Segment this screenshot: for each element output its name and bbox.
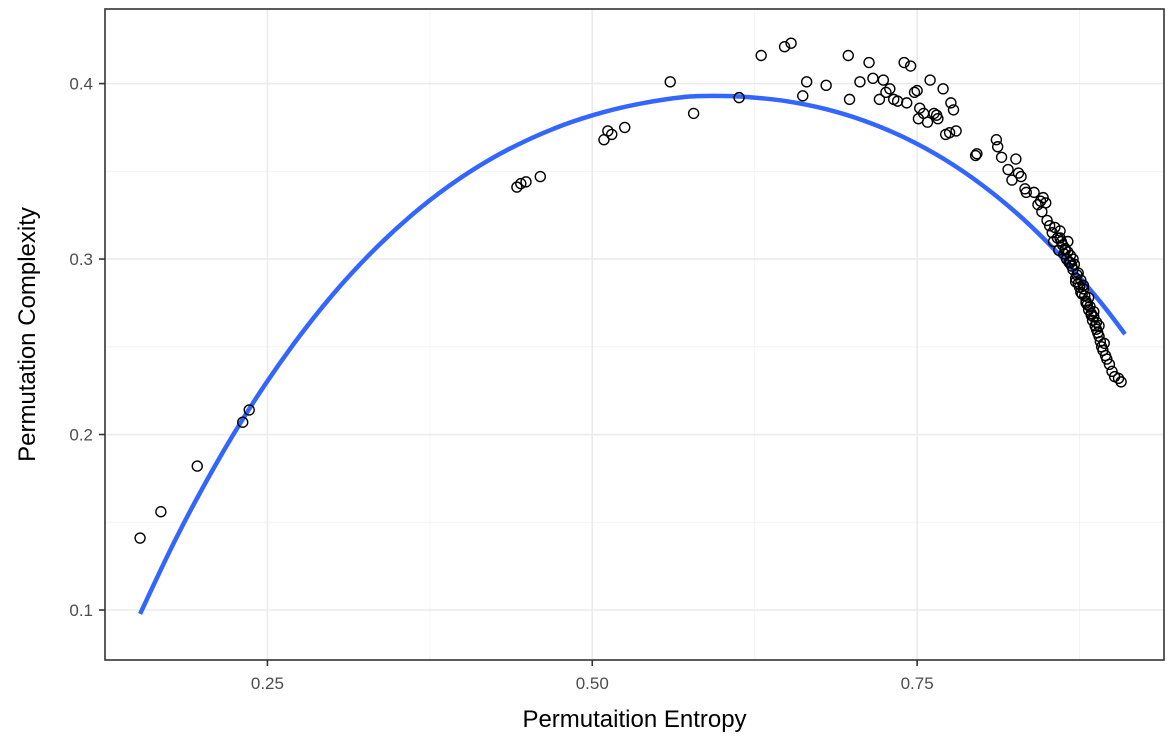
data-point (990, 134, 1003, 146)
data-point (1010, 153, 1022, 165)
data-point (1040, 197, 1052, 209)
y-axis: 0.1 0.2 0.3 0.4 (69, 75, 105, 620)
data-point (995, 151, 1008, 163)
data-point (1098, 337, 1110, 349)
y-tick-label: 0.2 (69, 426, 93, 445)
data-point (884, 83, 896, 95)
data-point (898, 56, 910, 69)
data-point (820, 79, 832, 92)
data-point (1103, 358, 1116, 371)
data-point (932, 112, 944, 125)
data-point (904, 60, 917, 72)
data-point (1101, 353, 1113, 365)
data-point (921, 116, 934, 128)
data-point (1106, 365, 1118, 378)
data-point (1002, 163, 1014, 176)
data-point (1080, 297, 1092, 309)
data-point (191, 460, 203, 472)
data-point (1054, 232, 1066, 244)
data-point (664, 76, 676, 88)
data-point (1064, 256, 1077, 269)
data-point (908, 86, 921, 99)
data-point (1090, 316, 1103, 328)
data-point (800, 76, 813, 88)
data-point (924, 74, 936, 86)
fit-curve-layer (138, 93, 1127, 615)
data-point (1015, 170, 1027, 183)
data-point (969, 149, 982, 162)
data-point (991, 141, 1004, 153)
data-point (534, 170, 546, 183)
data-point (877, 74, 890, 86)
data-point (1112, 372, 1125, 385)
panel-border (104, 8, 1165, 661)
data-point (1088, 305, 1100, 318)
data-point (237, 416, 249, 428)
data-point (1020, 186, 1032, 199)
fit-curve (138, 93, 1127, 615)
data-point (1041, 214, 1053, 227)
data-point (619, 121, 631, 134)
x-axis: 0.25 0.50 0.75 (251, 660, 934, 693)
data-point (520, 176, 532, 188)
data-point (515, 177, 527, 190)
data-point (945, 97, 957, 109)
data-point (797, 90, 809, 102)
data-point (1093, 320, 1105, 332)
x-axis-title: Permutaition Entropy (522, 706, 746, 733)
x-tick-label: 0.75 (901, 674, 934, 693)
data-point (943, 127, 956, 139)
data-point (1043, 220, 1056, 232)
data-point (1088, 311, 1100, 323)
data-point (155, 506, 167, 518)
data-point (911, 84, 923, 97)
data-point (511, 181, 523, 193)
data-point (1075, 286, 1087, 299)
panel-background (105, 9, 1164, 660)
data-point (243, 404, 255, 416)
data-point (687, 107, 700, 120)
data-point (863, 56, 875, 69)
data-point (755, 49, 767, 62)
data-point (1028, 186, 1040, 199)
data-point (947, 104, 960, 116)
data-point (854, 76, 866, 88)
data-point (606, 128, 618, 141)
data-point (1082, 291, 1095, 304)
data-point (842, 49, 854, 62)
data-point (971, 148, 983, 160)
data-point (785, 37, 797, 49)
data-point (1012, 167, 1025, 179)
data-point (1067, 253, 1079, 265)
minor-gridlines (105, 9, 1164, 660)
data-point (733, 91, 745, 104)
y-tick-label: 0.1 (69, 601, 93, 620)
data-point (134, 532, 146, 544)
data-point (1059, 244, 1071, 256)
y-tick-label: 0.4 (69, 75, 93, 94)
data-points (134, 37, 1127, 544)
data-point (901, 97, 913, 109)
data-point (843, 93, 856, 106)
data-point (1077, 283, 1090, 295)
data-point (778, 41, 791, 53)
x-tick-label: 0.50 (576, 674, 609, 693)
data-point (1037, 191, 1049, 204)
data-point (937, 83, 949, 95)
data-point (1115, 376, 1127, 388)
data-point (950, 125, 962, 137)
data-point (602, 125, 614, 137)
y-axis-title: Permutation Complexity (14, 207, 41, 462)
x-tick-label: 0.25 (251, 674, 284, 693)
y-tick-label: 0.3 (69, 250, 93, 269)
data-point (873, 93, 886, 106)
data-point (1085, 307, 1097, 320)
data-point (880, 86, 892, 99)
data-point (1069, 276, 1082, 288)
